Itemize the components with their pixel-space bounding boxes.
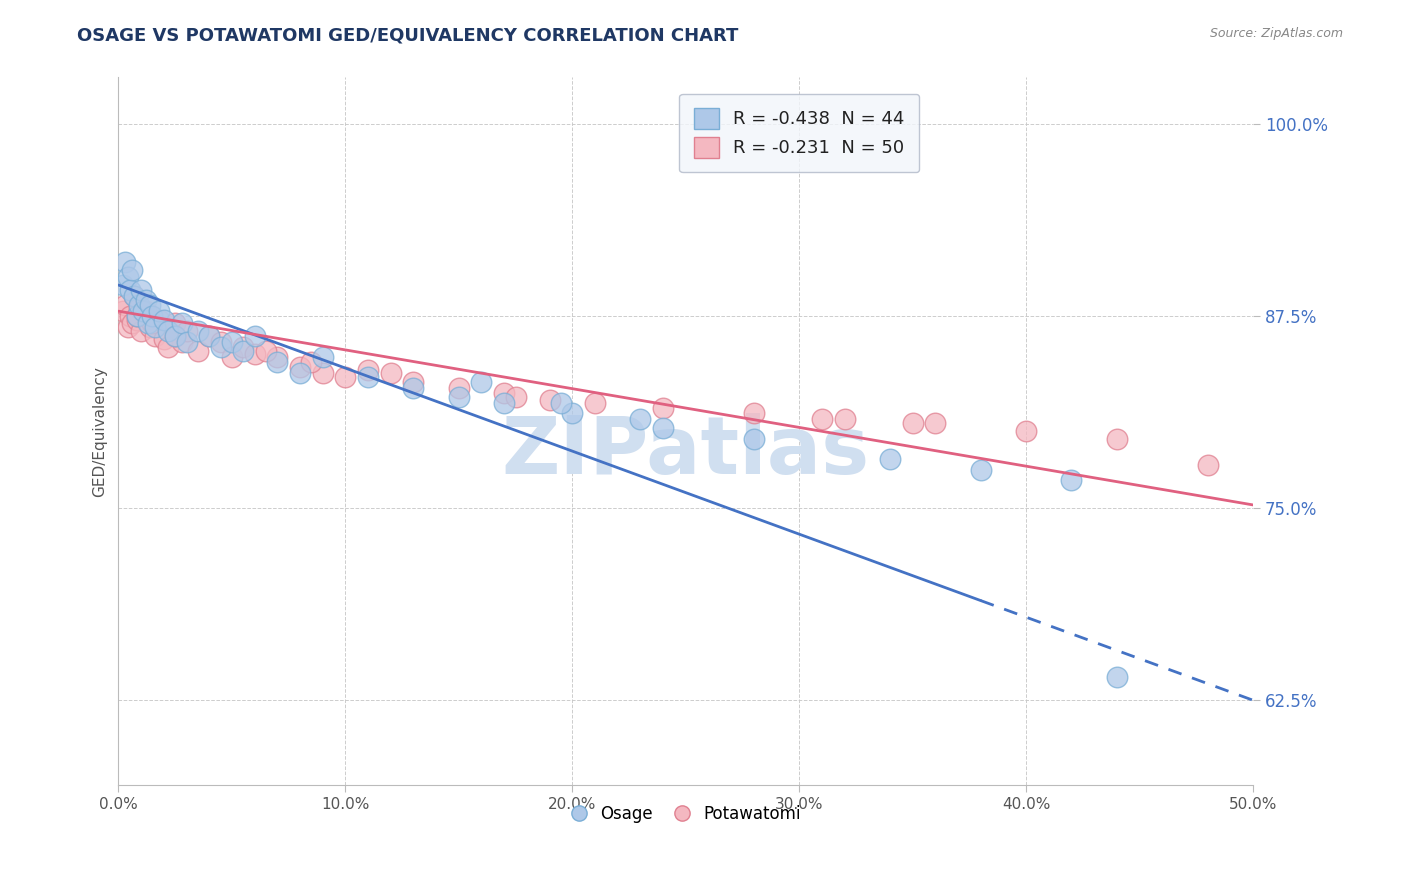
Point xyxy=(139,319,162,334)
Y-axis label: GED/Equivalency: GED/Equivalency xyxy=(93,366,107,497)
Point xyxy=(176,334,198,349)
Point xyxy=(494,385,516,400)
Point xyxy=(125,309,148,323)
Point xyxy=(141,317,163,331)
Point xyxy=(232,344,254,359)
Point xyxy=(266,355,288,369)
Point xyxy=(111,278,134,293)
Point xyxy=(170,317,193,331)
Point xyxy=(139,298,162,312)
Point xyxy=(402,381,425,395)
Point xyxy=(128,298,150,312)
Point xyxy=(311,351,333,365)
Point xyxy=(299,355,322,369)
Point xyxy=(136,317,159,331)
Point xyxy=(135,293,157,308)
Point xyxy=(561,406,583,420)
Point xyxy=(357,370,380,384)
Point xyxy=(198,328,221,343)
Text: OSAGE VS POTAWATOMI GED/EQUIVALENCY CORRELATION CHART: OSAGE VS POTAWATOMI GED/EQUIVALENCY CORR… xyxy=(77,27,738,45)
Point xyxy=(311,366,333,380)
Point xyxy=(924,417,946,431)
Point xyxy=(141,309,163,323)
Point xyxy=(148,304,170,318)
Point xyxy=(494,396,516,410)
Point xyxy=(254,344,277,359)
Point xyxy=(505,390,527,404)
Point xyxy=(209,339,232,353)
Point xyxy=(470,375,492,389)
Point xyxy=(288,359,311,374)
Point xyxy=(811,412,834,426)
Point xyxy=(135,304,157,318)
Point xyxy=(125,309,148,323)
Point xyxy=(335,370,357,384)
Point xyxy=(121,317,143,331)
Point xyxy=(117,319,139,334)
Point xyxy=(157,324,180,338)
Point xyxy=(125,313,148,327)
Point xyxy=(834,412,856,426)
Point xyxy=(165,328,187,343)
Point xyxy=(114,255,136,269)
Point xyxy=(209,334,232,349)
Point xyxy=(221,334,243,349)
Point xyxy=(232,339,254,353)
Point xyxy=(879,451,901,466)
Point xyxy=(165,317,187,331)
Point xyxy=(447,381,470,395)
Text: ZIPatlas: ZIPatlas xyxy=(502,413,870,491)
Point xyxy=(198,328,221,343)
Point xyxy=(652,401,675,415)
Point xyxy=(143,328,166,343)
Point xyxy=(243,347,266,361)
Point xyxy=(118,309,141,323)
Point xyxy=(288,366,311,380)
Point xyxy=(111,304,134,318)
Point xyxy=(129,283,152,297)
Point xyxy=(380,366,402,380)
Point xyxy=(357,362,380,376)
Point xyxy=(129,324,152,338)
Point xyxy=(165,328,187,343)
Point xyxy=(128,301,150,315)
Point xyxy=(187,344,209,359)
Point xyxy=(1197,458,1219,472)
Point xyxy=(969,462,991,476)
Point xyxy=(176,324,198,338)
Point xyxy=(1060,473,1083,487)
Point xyxy=(447,390,470,404)
Point xyxy=(187,324,209,338)
Point xyxy=(117,270,139,285)
Text: Source: ZipAtlas.com: Source: ZipAtlas.com xyxy=(1209,27,1343,40)
Point xyxy=(148,313,170,327)
Point xyxy=(583,396,606,410)
Point xyxy=(124,289,146,303)
Point xyxy=(124,289,146,303)
Point xyxy=(114,298,136,312)
Point xyxy=(1105,432,1128,446)
Point xyxy=(157,339,180,353)
Point xyxy=(1015,424,1038,438)
Point xyxy=(652,421,675,435)
Point xyxy=(243,328,266,343)
Point xyxy=(153,313,176,327)
Point xyxy=(153,332,176,346)
Point xyxy=(118,283,141,297)
Point xyxy=(550,396,572,410)
Point xyxy=(170,334,193,349)
Point xyxy=(628,412,651,426)
Point xyxy=(1105,670,1128,684)
Point xyxy=(221,351,243,365)
Point xyxy=(132,304,155,318)
Point xyxy=(143,319,166,334)
Point xyxy=(121,262,143,277)
Point xyxy=(742,432,765,446)
Point xyxy=(538,393,561,408)
Point xyxy=(402,375,425,389)
Point xyxy=(742,406,765,420)
Legend: Osage, Potawatomi: Osage, Potawatomi xyxy=(564,798,807,830)
Point xyxy=(266,351,288,365)
Point xyxy=(901,417,924,431)
